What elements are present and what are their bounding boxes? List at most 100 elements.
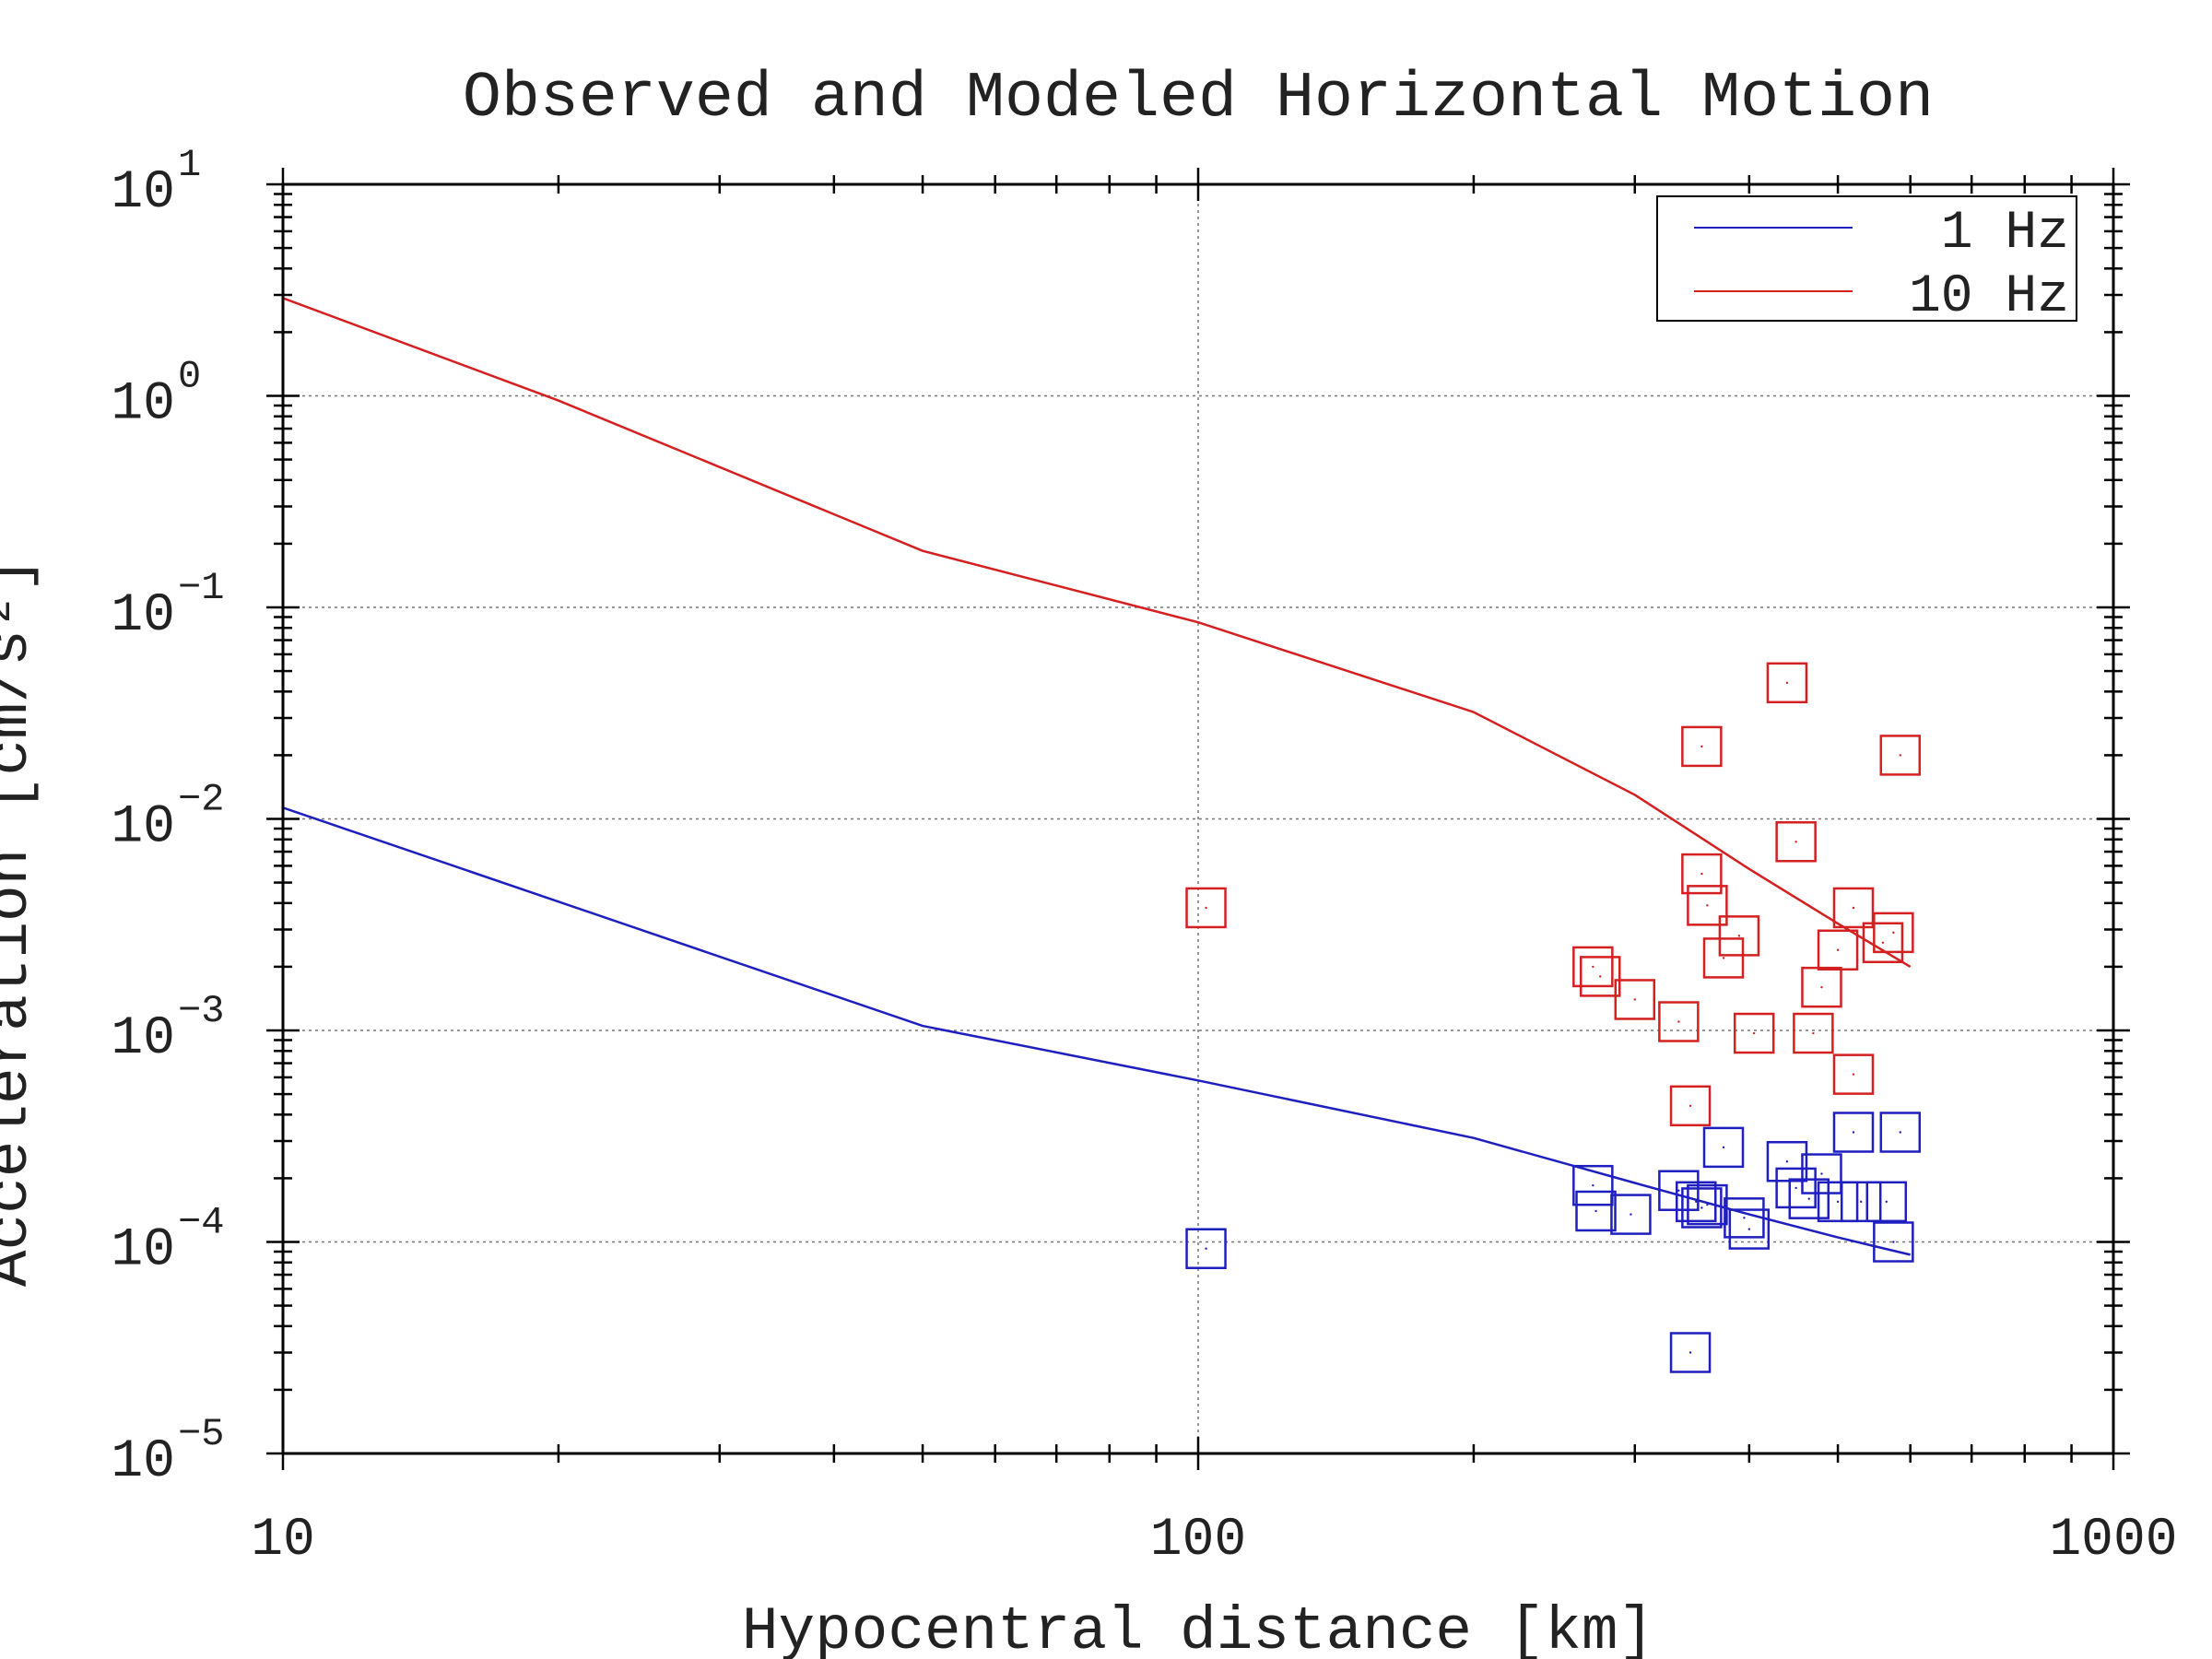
legend: 1 Hz 10 Hz	[1656, 195, 2077, 327]
observed-point-center	[1688, 1104, 1692, 1108]
y-tick-label-exponent: 1	[178, 143, 201, 187]
legend-label-10hz: 10 Hz	[1909, 267, 2069, 327]
observed-point-center	[1899, 1131, 1901, 1134]
observed-point-10hz	[1793, 1012, 1834, 1054]
observed-point-10hz	[1185, 887, 1227, 929]
observed-point-center	[1700, 745, 1703, 748]
observed-point-10hz	[1873, 912, 1914, 954]
y-tick-label-base: 10	[111, 1009, 175, 1069]
observed-point-10hz	[1658, 1001, 1700, 1042]
y-tick-label-base: 10	[111, 1221, 175, 1281]
observed-point-1hz	[1879, 1112, 1922, 1153]
y-tick-label-exponent: −3	[178, 989, 224, 1033]
x-axis-label: Hypocentral distance [km]	[742, 1597, 1654, 1659]
observed-point-center	[1812, 1031, 1815, 1035]
y-tick-label-base: 10	[111, 375, 175, 435]
observed-point-center	[1753, 1031, 1756, 1035]
observed-point-center	[1885, 1200, 1888, 1204]
observed-point-1hz	[1766, 1140, 1808, 1182]
observed-point-center	[1785, 1160, 1789, 1163]
observed-point-1hz	[1676, 1181, 1717, 1223]
observed-point-1hz	[1572, 1164, 1614, 1206]
observed-point-center	[1706, 1203, 1709, 1206]
observed-point-10hz	[1879, 735, 1922, 776]
y-tick-label-base: 10	[111, 798, 175, 858]
model-line-10hz	[282, 297, 1912, 968]
observed-point-center	[1599, 975, 1602, 978]
observed-point-1hz	[1873, 1221, 1914, 1263]
observed-point-center	[1794, 1186, 1797, 1190]
observed-point-10hz	[1580, 956, 1621, 997]
y-tick-label-exponent: −5	[178, 1412, 224, 1456]
observed-point-10hz	[1832, 1053, 1875, 1095]
observed-point-10hz	[1801, 966, 1842, 1008]
y-tick-label-exponent: −1	[178, 566, 224, 610]
axis-ticks	[266, 168, 2130, 1470]
observed-point-10hz	[1681, 853, 1723, 895]
observed-points	[1185, 662, 1922, 1373]
observed-point-center	[1892, 931, 1895, 935]
gridlines	[283, 184, 2113, 1453]
observed-point-center	[1677, 1189, 1680, 1192]
observed-point-center	[1594, 1209, 1597, 1213]
observed-point-10hz	[1614, 979, 1656, 1020]
observed-point-center	[1677, 1020, 1680, 1023]
observed-point-1hz	[1658, 1170, 1700, 1211]
observed-point-1hz	[1681, 1187, 1723, 1229]
observed-point-center	[1820, 985, 1823, 989]
observed-point-center	[1722, 1146, 1725, 1149]
observed-point-10hz	[1733, 1012, 1775, 1054]
observed-point-center	[1706, 904, 1709, 907]
observed-point-center	[1785, 681, 1789, 685]
observed-point-center	[1592, 1183, 1594, 1187]
observed-point-center	[1820, 1172, 1823, 1175]
y-axis-label: Acceleration [cm/s²]	[0, 557, 44, 1287]
x-tick-label: 100	[1150, 1511, 1246, 1571]
observed-point-center	[1860, 1200, 1863, 1204]
observed-point-1hz	[1775, 1167, 1817, 1209]
observed-point-1hz	[1801, 1153, 1842, 1194]
observed-point-center	[1737, 935, 1741, 937]
observed-point-center	[1836, 948, 1840, 951]
y-tick-label-exponent: 0	[178, 355, 201, 399]
x-tick-label: 10	[251, 1511, 315, 1571]
observed-point-center	[1899, 754, 1901, 757]
observed-point-1hz	[1702, 1126, 1745, 1169]
observed-point-10hz	[1862, 922, 1904, 964]
observed-point-1hz	[1669, 1332, 1712, 1373]
observed-point-1hz	[1728, 1208, 1771, 1250]
chart-title: Observed and Modeled Horizontal Motion	[463, 63, 1934, 135]
legend-box	[1656, 195, 2077, 322]
observed-point-10hz	[1702, 937, 1745, 979]
observed-point-1hz	[1832, 1112, 1875, 1153]
observed-point-1hz	[1610, 1194, 1652, 1235]
y-tick-label-base: 10	[111, 163, 175, 223]
observed-point-1hz	[1840, 1181, 1882, 1223]
y-tick-label-base: 10	[111, 586, 175, 646]
x-tick-label: 1000	[2049, 1511, 2177, 1571]
observed-point-center	[1700, 872, 1703, 876]
model-line-1hz	[282, 806, 1911, 1256]
observed-point-center	[1852, 1073, 1855, 1076]
observed-point-10hz	[1775, 821, 1817, 863]
observed-point-center	[1205, 1247, 1207, 1250]
observed-point-10hz	[1572, 946, 1614, 988]
observed-point-1hz	[1724, 1197, 1765, 1239]
y-tick-label-base: 10	[111, 1432, 175, 1492]
observed-point-1hz	[1185, 1228, 1227, 1269]
observed-point-10hz	[1766, 662, 1808, 704]
y-tick-label-exponent: −4	[178, 1201, 224, 1245]
observed-point-center	[1633, 998, 1636, 1001]
legend-label-1hz: 1 Hz	[1941, 204, 2069, 264]
observed-point-center	[1688, 1351, 1692, 1354]
observed-point-center	[1205, 906, 1207, 910]
observed-point-1hz	[1865, 1181, 1908, 1223]
observed-point-center	[1807, 1197, 1810, 1200]
observed-point-center	[1700, 1206, 1703, 1209]
y-tick-label-exponent: −2	[178, 778, 224, 822]
observed-point-center	[1852, 1131, 1855, 1134]
observed-point-10hz	[1669, 1085, 1712, 1127]
observed-point-center	[1852, 906, 1855, 910]
observed-point-1hz	[1687, 1183, 1728, 1226]
